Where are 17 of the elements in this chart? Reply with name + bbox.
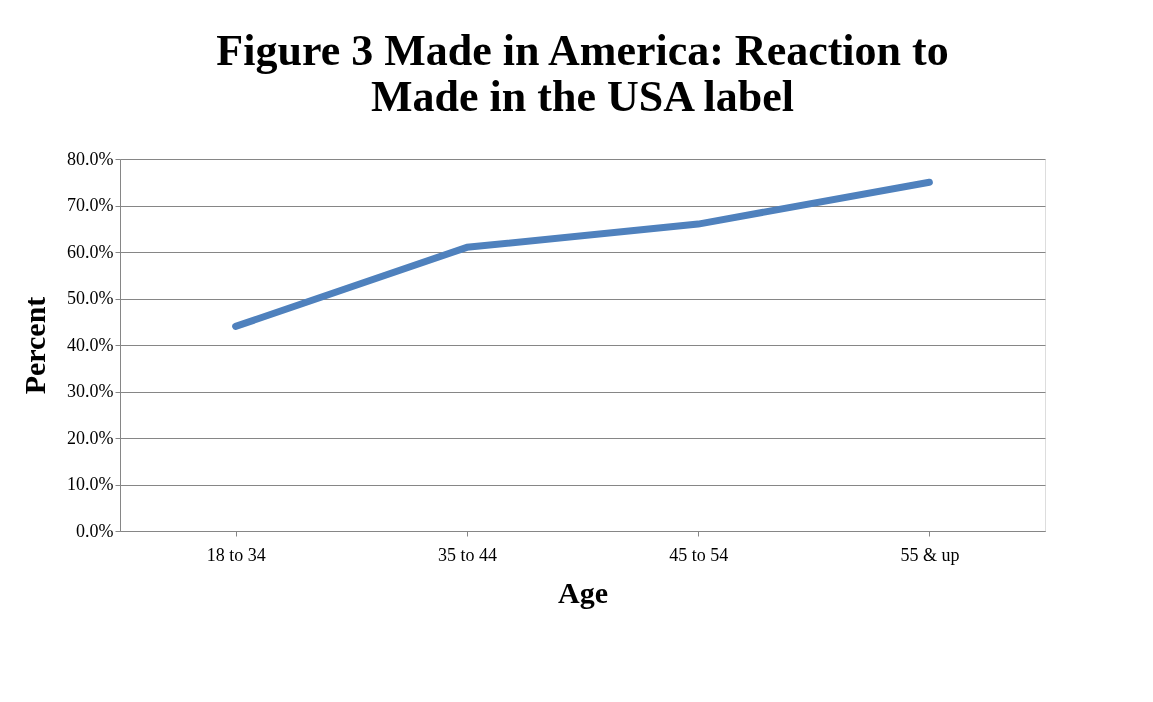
text: Figure 3 Made in America: Reaction to — [216, 26, 949, 75]
y-tick-label: 0.0% — [76, 520, 114, 541]
y-tick-label: 30.0% — [67, 381, 114, 401]
y-tick-label: 50.0% — [67, 288, 114, 308]
y-tick-label: 80.0% — [67, 148, 114, 169]
text: Made in the USA label — [371, 72, 794, 121]
x-axis-title: Age — [558, 575, 608, 609]
y-tick-label: 40.0% — [67, 334, 114, 355]
y-tick-label: 20.0% — [67, 427, 114, 448]
x-tick-label: 35 to 44 — [437, 544, 497, 565]
y-axis-title: Percent — [18, 296, 52, 395]
y-tick-label: 70.0% — [67, 195, 114, 215]
x-tick-label: 18 to 34 — [206, 544, 266, 565]
x-tick-label: 55 & up — [900, 544, 960, 565]
x-tick-label: 45 to 54 — [669, 544, 729, 565]
y-tick-label: 60.0% — [67, 241, 114, 262]
y-tick-label: 10.0% — [67, 474, 114, 494]
